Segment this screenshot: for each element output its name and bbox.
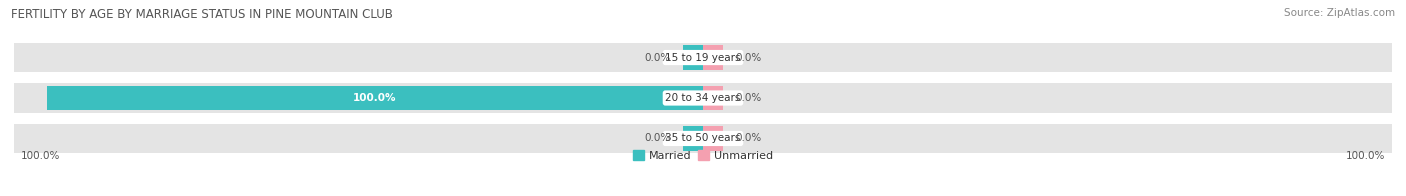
- Text: 100.0%: 100.0%: [1346, 151, 1385, 161]
- Text: FERTILITY BY AGE BY MARRIAGE STATUS IN PINE MOUNTAIN CLUB: FERTILITY BY AGE BY MARRIAGE STATUS IN P…: [11, 8, 394, 21]
- Bar: [683, 45, 703, 70]
- Text: 0.0%: 0.0%: [644, 53, 671, 63]
- Text: 100.0%: 100.0%: [353, 93, 396, 103]
- Legend: Married, Unmarried: Married, Unmarried: [628, 146, 778, 165]
- Text: 0.0%: 0.0%: [644, 133, 671, 143]
- Bar: [14, 124, 1392, 153]
- Bar: [683, 126, 703, 151]
- Bar: [14, 83, 1392, 113]
- Text: 0.0%: 0.0%: [735, 133, 762, 143]
- Text: Source: ZipAtlas.com: Source: ZipAtlas.com: [1284, 8, 1395, 18]
- Text: 0.0%: 0.0%: [735, 53, 762, 63]
- Text: 15 to 19 years: 15 to 19 years: [665, 53, 741, 63]
- Text: 20 to 34 years: 20 to 34 years: [665, 93, 741, 103]
- Text: 100.0%: 100.0%: [21, 151, 60, 161]
- Bar: [14, 43, 1392, 72]
- Bar: [46, 86, 703, 110]
- Text: 0.0%: 0.0%: [735, 93, 762, 103]
- Bar: [703, 126, 723, 151]
- Text: 35 to 50 years: 35 to 50 years: [665, 133, 741, 143]
- Bar: [703, 86, 723, 110]
- Bar: [703, 45, 723, 70]
